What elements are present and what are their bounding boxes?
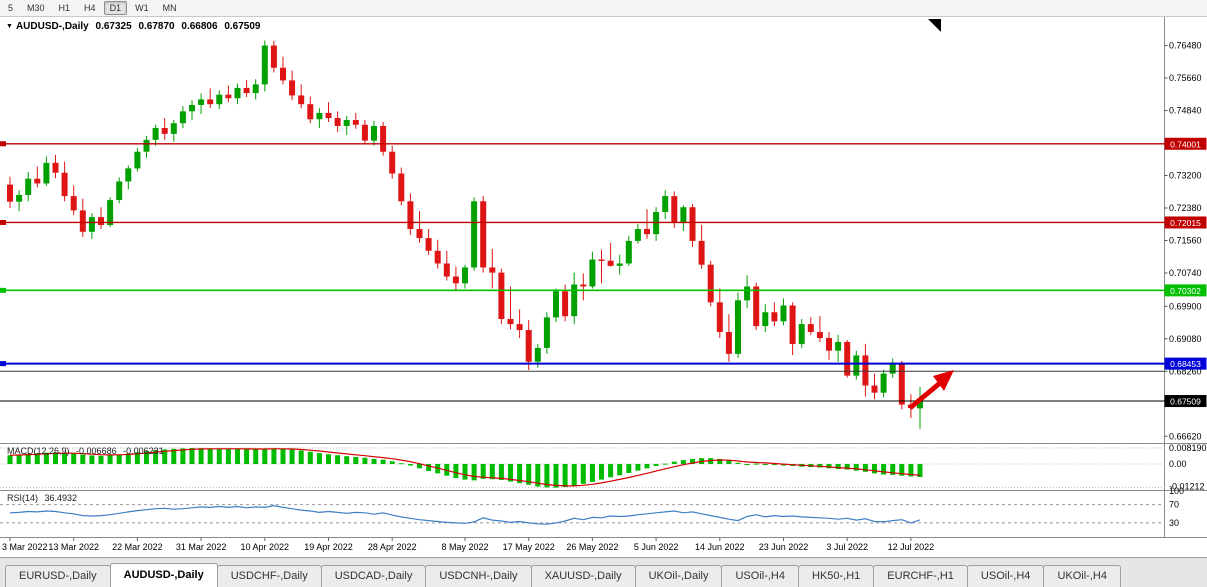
- horizontal-line-0.70302[interactable]: [0, 287, 1165, 293]
- date-label: 26 May 2022: [566, 542, 618, 552]
- date-label: 3 Jul 2022: [826, 542, 868, 552]
- date-label: 3 Mar 2022: [2, 542, 48, 552]
- price-tick-label: 0.70740: [1169, 268, 1202, 278]
- chart-area[interactable]: 0.76480 0.75660 0.74840 0.73200 0.72380 0.715…: [0, 17, 1207, 557]
- horizontal-line-0.74001[interactable]: [0, 141, 1165, 147]
- rsi-axis-label: 30: [1169, 518, 1179, 528]
- svg-text:0.70302: 0.70302: [1170, 286, 1201, 296]
- svg-text:0.67509: 0.67509: [1170, 397, 1201, 407]
- chart-tab-USDCAD-Daily-3[interactable]: USDCAD-,Daily: [320, 565, 427, 587]
- macd-signal-line: [9, 448, 921, 487]
- date-label: 12 Jul 2022: [888, 542, 935, 552]
- chart-tab-USDCNH-Daily-4[interactable]: USDCNH-,Daily: [425, 565, 532, 587]
- date-label: 13 Mar 2022: [48, 542, 99, 552]
- chart-shift-marker: [928, 19, 941, 32]
- date-label: 31 Mar 2022: [176, 542, 227, 552]
- svg-text:0.68453: 0.68453: [1170, 359, 1201, 369]
- price-tick-label: 0.76480: [1169, 41, 1202, 51]
- macd-axis-label: 0.008190: [1169, 443, 1207, 453]
- price-badge-0.68453: 0.68453: [1164, 357, 1207, 370]
- date-label: 23 Jun 2022: [759, 542, 809, 552]
- chart-tab-EURUSD-Daily-0[interactable]: EURUSD-,Daily: [5, 565, 111, 587]
- price-tick-label: 0.73200: [1169, 171, 1202, 181]
- trend-arrow[interactable]: [908, 370, 954, 410]
- price-tick-label: 0.71560: [1169, 236, 1202, 246]
- rsi-axis-label: 100: [1169, 486, 1184, 496]
- chart-tab-UKOil-H4-11[interactable]: UKOil-,H4: [1043, 565, 1121, 587]
- macd-histogram: [7, 448, 923, 488]
- trend-arrow-head: [933, 370, 954, 391]
- price-badge-0.67509: 0.67509: [1164, 395, 1207, 408]
- price-badge-0.74001: 0.74001: [1164, 137, 1207, 150]
- timeframe-button-H4[interactable]: H4: [84, 3, 96, 13]
- date-label: 22 Mar 2022: [112, 542, 163, 552]
- macd-axis-label: -0.01212: [1169, 482, 1205, 492]
- line-endpoint-marker: [0, 141, 6, 147]
- svg-text:0.74001: 0.74001: [1170, 139, 1201, 149]
- line-endpoint-marker: [0, 361, 6, 367]
- rsi-line: [9, 504, 921, 525]
- chart-tab-USDCHF-Daily-2[interactable]: USDCHF-,Daily: [216, 565, 322, 587]
- chart-tab-AUDUSD-Daily-1[interactable]: AUDUSD-,Daily: [109, 563, 218, 587]
- date-label: 5 Jun 2022: [634, 542, 679, 552]
- rsi-axis-label: 70: [1169, 500, 1179, 510]
- chart-tabbar: EURUSD-,Daily AUDUSD-,Daily USDCHF-,Daily U…: [0, 557, 1207, 587]
- price-badge-0.72015: 0.72015: [1164, 216, 1207, 229]
- horizontal-line-0.68453[interactable]: [0, 361, 1165, 367]
- price-tick-label: 0.68260: [1169, 366, 1202, 376]
- price-tick-label: 0.66620: [1169, 431, 1202, 441]
- svg-text:0.72015: 0.72015: [1170, 218, 1201, 228]
- price-badge-0.70302: 0.70302: [1164, 284, 1207, 297]
- price-tick-label: 0.69900: [1169, 301, 1202, 311]
- price-tick-label: 0.75660: [1169, 73, 1202, 83]
- date-label: 14 Jun 2022: [695, 542, 745, 552]
- timeframe-button-M30[interactable]: M30: [27, 3, 45, 13]
- line-endpoint-marker: [0, 287, 6, 293]
- chart-tab-XAUUSD-Daily-5[interactable]: XAUUSD-,Daily: [530, 565, 636, 587]
- timeframe-button-H1[interactable]: H1: [58, 3, 71, 13]
- candlestick-series: [7, 40, 923, 429]
- chart-tab-USOil-H4-10[interactable]: USOil-,H4: [966, 565, 1045, 587]
- date-label: 19 Apr 2022: [304, 542, 353, 552]
- time-axis: 3 Mar 2022 13 Mar 2022 22 Mar 2022 31 Mar 2…: [2, 537, 935, 552]
- price-tick-label: 0.72380: [1169, 203, 1202, 213]
- timeframe-button-MN[interactable]: MN: [162, 3, 177, 13]
- price-tick-label: 0.74840: [1169, 106, 1202, 116]
- macd-pane: 0.008190 0.00 -0.01212: [0, 443, 1207, 492]
- chart-tab-HK50-H1-8[interactable]: HK50-,H1: [798, 565, 875, 587]
- price-tick-label: 0.69080: [1169, 334, 1202, 344]
- chart-tab-USOil-H4-7[interactable]: USOil-,H4: [721, 565, 799, 587]
- line-endpoint-marker: [0, 219, 6, 225]
- chart-tab-EURCHF-H1-9[interactable]: EURCHF-,H1: [873, 565, 968, 587]
- timeframe-button-5[interactable]: 5: [8, 3, 14, 13]
- price-axis: 0.76480 0.75660 0.74840 0.73200 0.72380 0.715…: [1164, 41, 1202, 441]
- timeframe-button-W1[interactable]: W1: [135, 3, 149, 13]
- timeframe-toolbar: 5 M30 H1 H4 D1 W1 MN: [0, 0, 1207, 17]
- date-label: 10 Apr 2022: [241, 542, 290, 552]
- date-label: 8 May 2022: [441, 542, 488, 552]
- macd-axis-label: 0.00: [1169, 459, 1187, 469]
- date-label: 28 Apr 2022: [368, 542, 417, 552]
- date-label: 17 May 2022: [503, 542, 555, 552]
- horizontal-line-0.72015[interactable]: [0, 219, 1165, 225]
- chart-tab-UKOil-Daily-6[interactable]: UKOil-,Daily: [634, 565, 723, 587]
- rsi-pane: 100 70 30: [0, 486, 1184, 528]
- timeframe-button-D1[interactable]: D1: [103, 1, 128, 15]
